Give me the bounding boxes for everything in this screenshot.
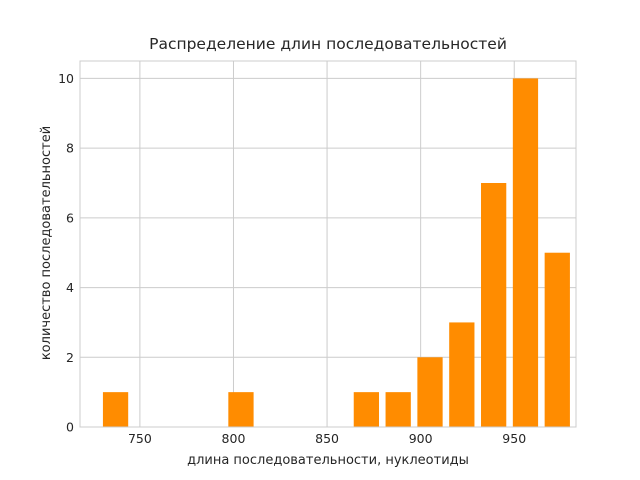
bar (512, 78, 539, 427)
x-tick-label: 750 (128, 431, 152, 446)
x-tick-label: 900 (409, 431, 433, 446)
bar (481, 183, 507, 427)
y-axis-label: количество последовательностей (39, 126, 54, 360)
y-tick-label: 10 (58, 71, 74, 86)
y-tick-labels: 0 2 4 6 8 10 (58, 71, 74, 435)
y-tick-label: 6 (66, 210, 74, 225)
x-tick-label: 800 (222, 431, 246, 446)
x-tick-label: 850 (315, 431, 339, 446)
bar (353, 392, 380, 427)
x-tick-label: 950 (502, 431, 526, 446)
bars (102, 78, 570, 427)
bar (449, 322, 475, 427)
bar (544, 252, 570, 427)
bar (385, 392, 411, 427)
y-tick-label: 2 (66, 350, 74, 365)
bar (417, 357, 443, 427)
x-axis-label: длина последовательности, нуклеотиды (187, 453, 469, 468)
chart-title: Распределение длин последовательностей (149, 35, 507, 53)
bar (102, 392, 129, 427)
y-tick-label: 4 (66, 280, 74, 295)
bar (228, 392, 254, 427)
plot-frame (79, 60, 577, 428)
y-tick-label: 0 (66, 420, 74, 435)
y-tick-label: 8 (66, 141, 74, 156)
x-tick-labels: 750 800 850 900 950 (128, 431, 526, 446)
